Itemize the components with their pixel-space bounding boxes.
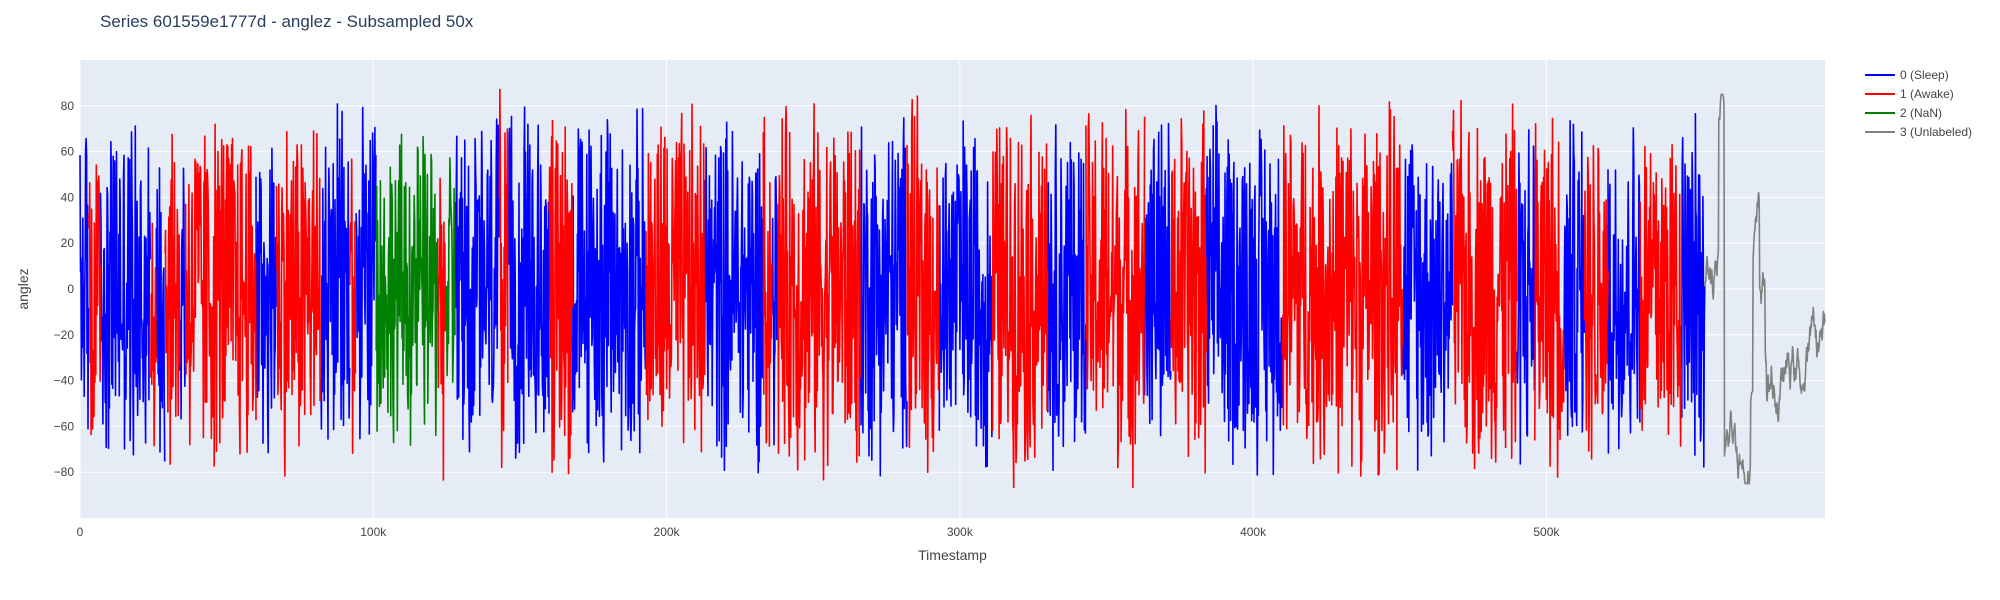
y-tick-label: 60 [61, 145, 75, 159]
series-line [906, 95, 940, 474]
chart-title: Series 601559e1777d - anglez - Subsample… [100, 12, 474, 31]
series-line [99, 125, 152, 456]
series-line [507, 106, 550, 459]
series-line [445, 157, 456, 383]
series-line [571, 107, 647, 463]
series-line [88, 164, 102, 436]
series-line [436, 177, 447, 481]
series-line [762, 116, 773, 447]
series-line [178, 167, 187, 420]
series-line [1451, 99, 1518, 470]
series-line [375, 133, 439, 446]
y-tick-label: −80 [54, 465, 75, 479]
series-line [149, 222, 157, 447]
legend-item[interactable]: 3 (Unlabeled) [1865, 125, 1972, 139]
series-line [777, 103, 861, 481]
series-line [1516, 129, 1536, 465]
y-tick-label: −20 [54, 328, 75, 342]
y-tick-label: −60 [54, 419, 75, 433]
x-tick-label: 0 [77, 525, 84, 539]
series-line [1704, 93, 1826, 485]
series-line [1281, 101, 1404, 477]
series-line [79, 137, 90, 430]
series-line [319, 103, 351, 440]
series-line [771, 176, 779, 446]
legend-label: 1 (Awake) [1900, 87, 1954, 101]
series-line [859, 117, 908, 477]
legend-item[interactable]: 1 (Awake) [1865, 87, 1954, 101]
legend-item[interactable]: 0 (Sleep) [1865, 68, 1949, 82]
y-tick-label: 0 [67, 282, 74, 296]
series-line [155, 167, 166, 462]
legend-item[interactable]: 2 (NaN) [1865, 106, 1942, 120]
x-tick-labels: 0 100k 200k 300k 400k 500k [77, 525, 1561, 539]
legend[interactable]: 0 (Sleep) 1 (Awake) 2 (NaN) 3 (Unlabeled) [1865, 68, 1972, 139]
series-line [454, 118, 500, 453]
x-tick-label: 500k [1533, 525, 1560, 539]
series-line [938, 120, 993, 468]
x-tick-label: 100k [360, 525, 387, 539]
series-line [1143, 122, 1172, 437]
x-tick-label: 400k [1240, 525, 1267, 539]
series-line [1205, 104, 1283, 476]
x-tick-label: 300k [947, 525, 974, 539]
y-tick-label: 40 [61, 190, 75, 204]
series-line [355, 106, 377, 440]
series-line [548, 119, 574, 475]
legend-label: 2 (NaN) [1900, 106, 1942, 120]
series-line [498, 88, 509, 469]
series-line [184, 123, 257, 467]
y-tick-label: −40 [54, 374, 75, 388]
x-tick-label: 200k [654, 525, 681, 539]
series-line [1680, 112, 1706, 468]
series-line [1583, 145, 1609, 460]
series-line [1563, 120, 1585, 436]
series-line [164, 133, 181, 465]
series-line [703, 121, 765, 474]
series-line [349, 158, 357, 455]
x-axis-title: Timestamp [918, 547, 987, 563]
series-line [1533, 117, 1565, 478]
legend-label: 3 (Unlabeled) [1900, 125, 1972, 139]
y-tick-label: 80 [61, 99, 75, 113]
series-line [275, 130, 321, 477]
series-line [255, 147, 277, 454]
y-tick-label: 20 [61, 236, 75, 250]
series-line [1607, 127, 1641, 454]
series-line [645, 103, 706, 453]
y-axis-title: anglez [15, 268, 31, 309]
series-line [1047, 124, 1087, 472]
legend-label: 0 (Sleep) [1900, 68, 1949, 82]
series-layer [79, 88, 1826, 489]
series-line [1401, 144, 1454, 471]
series-line [991, 114, 1049, 489]
y-tick-labels: −80 −60 −40 −20 0 20 40 60 80 [54, 99, 75, 479]
series-line [1639, 143, 1682, 447]
series-line [1170, 110, 1207, 474]
series-line [1085, 108, 1146, 489]
